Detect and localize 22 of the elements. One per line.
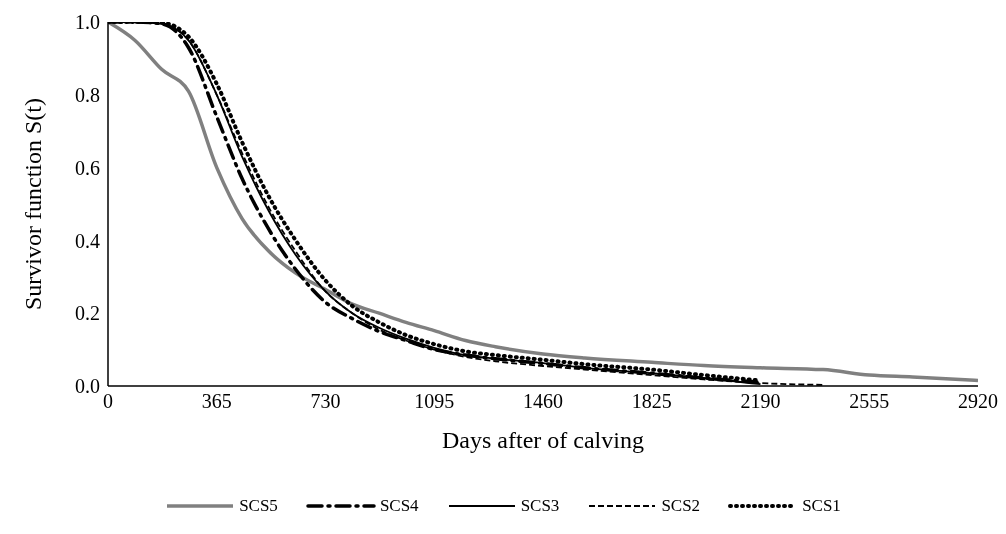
y-tick-label: 0.8 [75, 83, 100, 106]
legend-label: SCS2 [661, 496, 701, 516]
y-tick-label: 0.4 [75, 229, 100, 252]
x-tick-label: 2920 [958, 390, 998, 413]
y-axis-title: Survivor function S(t) [19, 98, 46, 310]
x-tick-label: 365 [201, 390, 232, 413]
y-tick-label: 0.0 [75, 375, 100, 398]
y-tick-label: 0.6 [75, 156, 100, 179]
legend-label: SCS4 [379, 496, 419, 516]
x-tick-label: 1095 [414, 390, 455, 413]
x-tick-label: 1460 [523, 390, 563, 413]
x-axis-title: Days after of calving [442, 427, 644, 453]
y-tick-label: 1.0 [75, 11, 100, 34]
legend-label: SCS5 [239, 496, 278, 516]
x-tick-label: 1825 [631, 390, 672, 413]
legend-label: SCS1 [802, 496, 841, 516]
x-tick-label: 2555 [849, 390, 890, 413]
y-tick-label: 0.2 [75, 302, 100, 325]
x-tick-label: 730 [310, 390, 341, 413]
x-tick-label: 0 [103, 390, 113, 413]
x-tick-label: 2190 [740, 390, 781, 413]
legend-label: SCS3 [520, 496, 560, 516]
